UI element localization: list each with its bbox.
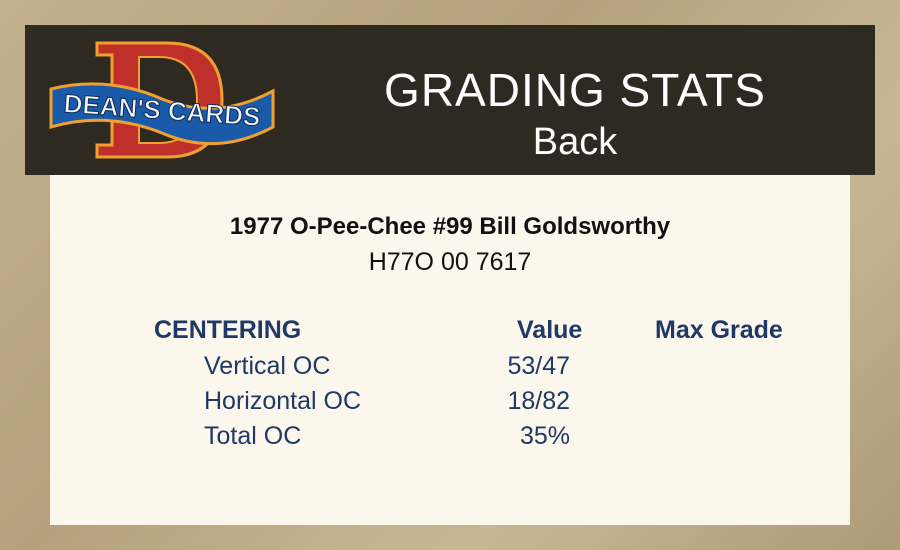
row-label: Vertical OC (204, 352, 331, 380)
centering-header: CENTERING (154, 316, 302, 344)
row-label: Total OC (204, 422, 302, 450)
header-bar: DEAN'S CARDS GRADING STATS Back (25, 25, 875, 175)
stats-panel: 1977 O-Pee-Chee #99 Bill Goldsworthy H77… (50, 175, 850, 525)
row-value: 53/47 (507, 352, 570, 380)
max-grade-header: Max Grade (655, 316, 783, 344)
card-name: 1977 O-Pee-Chee #99 Bill Goldsworthy (229, 213, 671, 240)
row-value: 35% (519, 422, 570, 450)
page-subtitle: Back (532, 121, 618, 163)
page-title: GRADING STATS (384, 64, 766, 116)
value-header: Value (517, 316, 583, 344)
deans-cards-logo: DEAN'S CARDS (49, 41, 275, 159)
row-value: 18/82 (507, 387, 570, 415)
cert-number: H77O 00 7617 (368, 248, 532, 276)
row-label: Horizontal OC (204, 387, 361, 415)
